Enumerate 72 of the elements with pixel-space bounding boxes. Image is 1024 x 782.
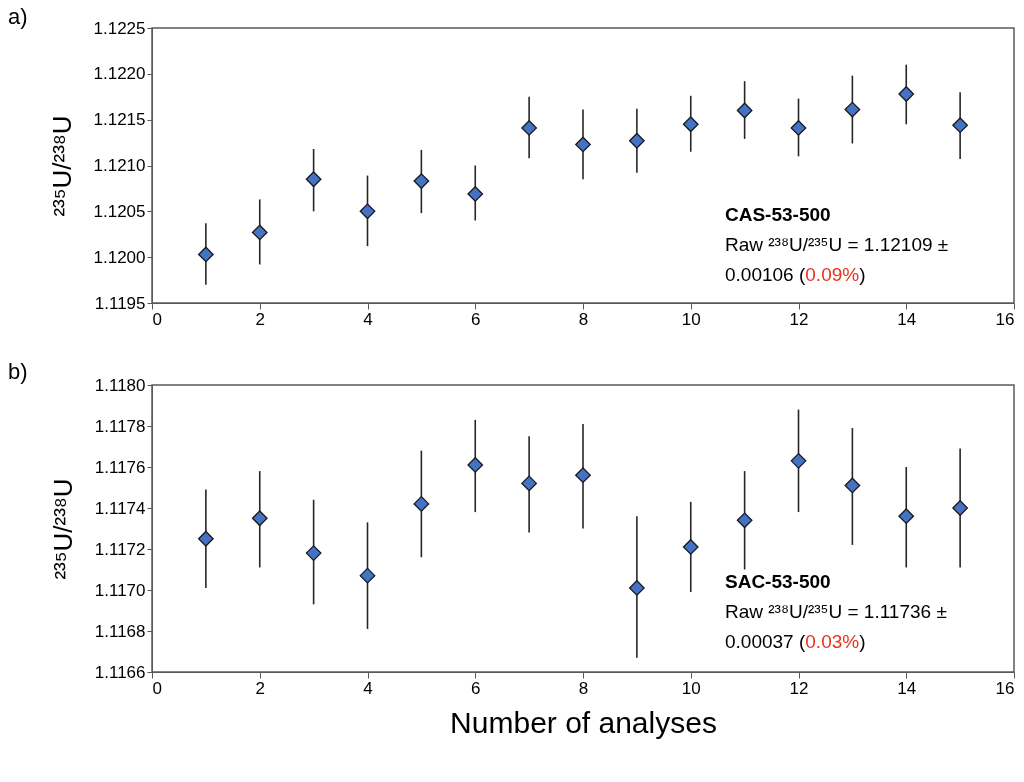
point xyxy=(197,530,214,547)
x-tick-label: 16 xyxy=(995,309,1015,329)
y-tick-label: 1.1225 xyxy=(93,18,146,38)
annotation: CAS-53-500 xyxy=(725,203,832,227)
point xyxy=(736,102,753,119)
x-tick-label: 12 xyxy=(789,678,809,698)
x-tick-label: 8 xyxy=(578,309,589,329)
x-tick-label: 6 xyxy=(471,678,481,698)
x-tick-label: 16 xyxy=(995,678,1015,698)
text: b) xyxy=(8,359,28,385)
point xyxy=(790,452,807,469)
point xyxy=(521,475,538,492)
x-tick-label: 10 xyxy=(681,309,701,329)
point xyxy=(952,500,969,516)
point xyxy=(844,101,861,118)
y-tick-label: 1.1176 xyxy=(94,457,146,477)
y-tick-label: 1.1170 xyxy=(94,580,146,600)
point xyxy=(898,86,915,102)
x-tick-label: 4 xyxy=(363,309,373,329)
point xyxy=(682,116,699,133)
point xyxy=(413,496,430,512)
x-tick-label: 2 xyxy=(255,309,265,329)
point xyxy=(413,173,430,189)
x-tick-label: 6 xyxy=(471,309,481,329)
point xyxy=(844,477,861,494)
point xyxy=(251,224,268,241)
y-tick-label: 1.1180 xyxy=(94,375,146,395)
y-axis-title: ²³⁵U/²³⁸U xyxy=(47,478,78,580)
point xyxy=(467,186,484,202)
y-tick-label: 1.1195 xyxy=(94,293,146,313)
x-tick-label: 8 xyxy=(578,678,589,698)
annotation: Raw ²³⁸U/²³⁵U = 1.11736 ± 0.00037 (0.03%) xyxy=(725,601,947,652)
x-tick-label: 0 xyxy=(152,309,162,329)
y-tick-label: 1.1210 xyxy=(93,156,146,175)
y-tick-label: 1.1172 xyxy=(94,539,146,559)
x-tick-label: 4 xyxy=(363,678,373,698)
x-tick-label: 2 xyxy=(255,678,265,698)
y-tick-label: 1.1205 xyxy=(93,201,146,221)
point xyxy=(682,539,699,555)
y-axis-title: ²³⁵U/²³⁸U xyxy=(46,115,77,217)
text: a) xyxy=(8,4,28,30)
y-tick-label: 1.1168 xyxy=(94,621,146,641)
point xyxy=(251,510,268,527)
x-tick-label: 0 xyxy=(152,678,162,698)
x-tick-label: 14 xyxy=(897,309,917,329)
point xyxy=(628,580,645,596)
point xyxy=(467,457,484,473)
point xyxy=(305,171,322,188)
y-tick-label: 1.1220 xyxy=(93,64,146,84)
point xyxy=(575,136,591,153)
point xyxy=(628,132,645,149)
y-tick-label: 1.1178 xyxy=(94,416,146,436)
y-tick-label: 1.1200 xyxy=(93,247,146,267)
annotation: SAC-53-500 xyxy=(725,570,832,594)
point xyxy=(521,120,538,136)
point xyxy=(575,467,591,484)
point xyxy=(952,117,969,134)
annotation: Raw ²³⁸U/²³⁵U = 1.12109 ± 0.00106 (0.09%) xyxy=(725,234,949,285)
point xyxy=(305,545,322,561)
y-tick-label: 1.1215 xyxy=(93,110,146,130)
point xyxy=(736,512,753,529)
x-tick-label: 10 xyxy=(681,678,701,698)
point xyxy=(898,508,915,525)
point xyxy=(359,203,376,220)
y-tick-label: 1.1166 xyxy=(94,662,146,682)
x-tick-label: 12 xyxy=(789,309,809,329)
point xyxy=(359,567,376,584)
point xyxy=(197,246,214,263)
y-tick-label: 1.1174 xyxy=(94,498,146,518)
x-axis-title: Number of analyses xyxy=(450,705,717,739)
point xyxy=(790,120,807,136)
x-tick-label: 14 xyxy=(897,678,917,698)
